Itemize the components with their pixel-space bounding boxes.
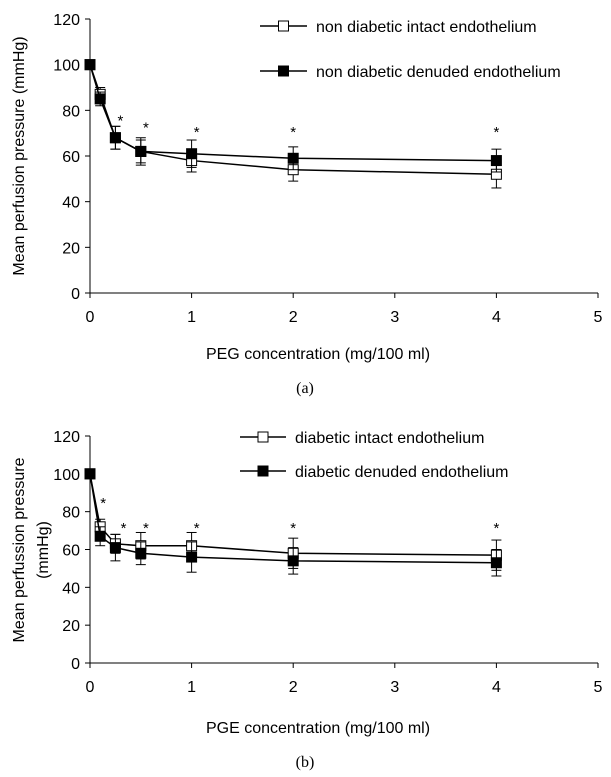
data-point bbox=[490, 557, 502, 569]
x-tick-label: 2 bbox=[289, 309, 298, 326]
data-point bbox=[490, 155, 502, 167]
legend-marker bbox=[278, 65, 289, 77]
x-tick-label: 5 bbox=[594, 679, 603, 696]
x-tick-label: 2 bbox=[289, 679, 298, 696]
y-tick-label: 20 bbox=[62, 618, 80, 635]
x-tick-label: 1 bbox=[187, 309, 196, 326]
data-point bbox=[94, 93, 106, 105]
y-tick-label: 120 bbox=[53, 429, 80, 446]
chart-panel-b: 0 20 40 60 80 100 120 0 1 2 3 4 5 PGE concentration (… bbox=[11, 429, 602, 771]
y-tick-label: 120 bbox=[53, 12, 80, 29]
significance-star: * bbox=[290, 124, 296, 141]
y-tick-label: 100 bbox=[53, 58, 80, 75]
x-tick-label: 4 bbox=[492, 679, 501, 696]
x-tick-label: 4 bbox=[492, 309, 501, 326]
legend-marker bbox=[257, 465, 269, 477]
x-tick-label: 3 bbox=[390, 309, 399, 326]
data-point bbox=[109, 542, 121, 554]
x-axis-title: PGE concentration (mg/100 ml) bbox=[206, 720, 430, 737]
data-point bbox=[287, 555, 299, 567]
data-point bbox=[135, 547, 147, 559]
x-axis-title: PEG concentration (mg/100 ml) bbox=[206, 346, 430, 363]
y-tick-label: 100 bbox=[53, 467, 80, 484]
y-tick-label: 20 bbox=[62, 240, 80, 257]
significance-star: * bbox=[493, 520, 499, 537]
data-point bbox=[84, 59, 96, 71]
legend-marker bbox=[278, 20, 289, 32]
data-point bbox=[94, 530, 106, 542]
significance-star: * bbox=[290, 520, 296, 537]
y-tick-label: 40 bbox=[62, 580, 80, 597]
panel-caption: (a) bbox=[296, 380, 314, 397]
legend-label: non diabetic intact endothelium bbox=[316, 19, 537, 36]
data-point bbox=[109, 132, 121, 144]
significance-star: * bbox=[100, 495, 106, 512]
chart-panel-a: 0 20 40 60 80 100 120 0 1 2 3 4 5 PEG concentration (… bbox=[11, 12, 602, 397]
data-point bbox=[84, 468, 96, 480]
data-point bbox=[135, 145, 147, 157]
data-point bbox=[287, 152, 299, 164]
legend: non diabetic intact endothelium non diabe… bbox=[260, 19, 561, 81]
y-tick-label: 60 bbox=[62, 149, 80, 166]
significance-star: * bbox=[143, 520, 149, 537]
panel-caption: (b) bbox=[296, 754, 315, 771]
significance-star: * bbox=[493, 124, 499, 141]
significance-star: * bbox=[194, 520, 200, 537]
significance-star: * bbox=[118, 112, 124, 129]
y-tick-label: 0 bbox=[71, 286, 80, 303]
y-tick-label: 80 bbox=[62, 505, 80, 522]
x-tick-label: 0 bbox=[86, 679, 95, 696]
x-tick-label: 3 bbox=[390, 679, 399, 696]
x-tick-label: 1 bbox=[187, 679, 196, 696]
legend-label: non diabetic denuded endothelium bbox=[316, 64, 561, 81]
legend-marker bbox=[257, 431, 269, 443]
y-axis-title: Mean perfussion pressure bbox=[11, 457, 28, 642]
y-tick-label: 0 bbox=[71, 656, 80, 673]
significance-star: * bbox=[194, 124, 200, 141]
y-tick-label: 60 bbox=[62, 543, 80, 560]
y-tick-label: 40 bbox=[62, 195, 80, 212]
y-axis-title: (mmHg) bbox=[35, 521, 52, 579]
data-point bbox=[186, 551, 198, 563]
data-point bbox=[186, 148, 198, 160]
series-denuded bbox=[84, 59, 502, 173]
significance-star: * bbox=[121, 520, 127, 537]
x-tick-label: 5 bbox=[594, 309, 603, 326]
series-denuded bbox=[84, 468, 502, 577]
legend: diabetic intact endothelium diabetic denu… bbox=[240, 430, 509, 481]
legend-label: diabetic denuded endothelium bbox=[295, 464, 509, 481]
x-tick-label: 0 bbox=[86, 309, 95, 326]
y-tick-label: 80 bbox=[62, 103, 80, 120]
y-axis-title: Mean perfusion pressure (mmHg) bbox=[11, 36, 28, 275]
significance-star: * bbox=[143, 119, 149, 136]
legend-label: diabetic intact endothelium bbox=[295, 430, 484, 447]
